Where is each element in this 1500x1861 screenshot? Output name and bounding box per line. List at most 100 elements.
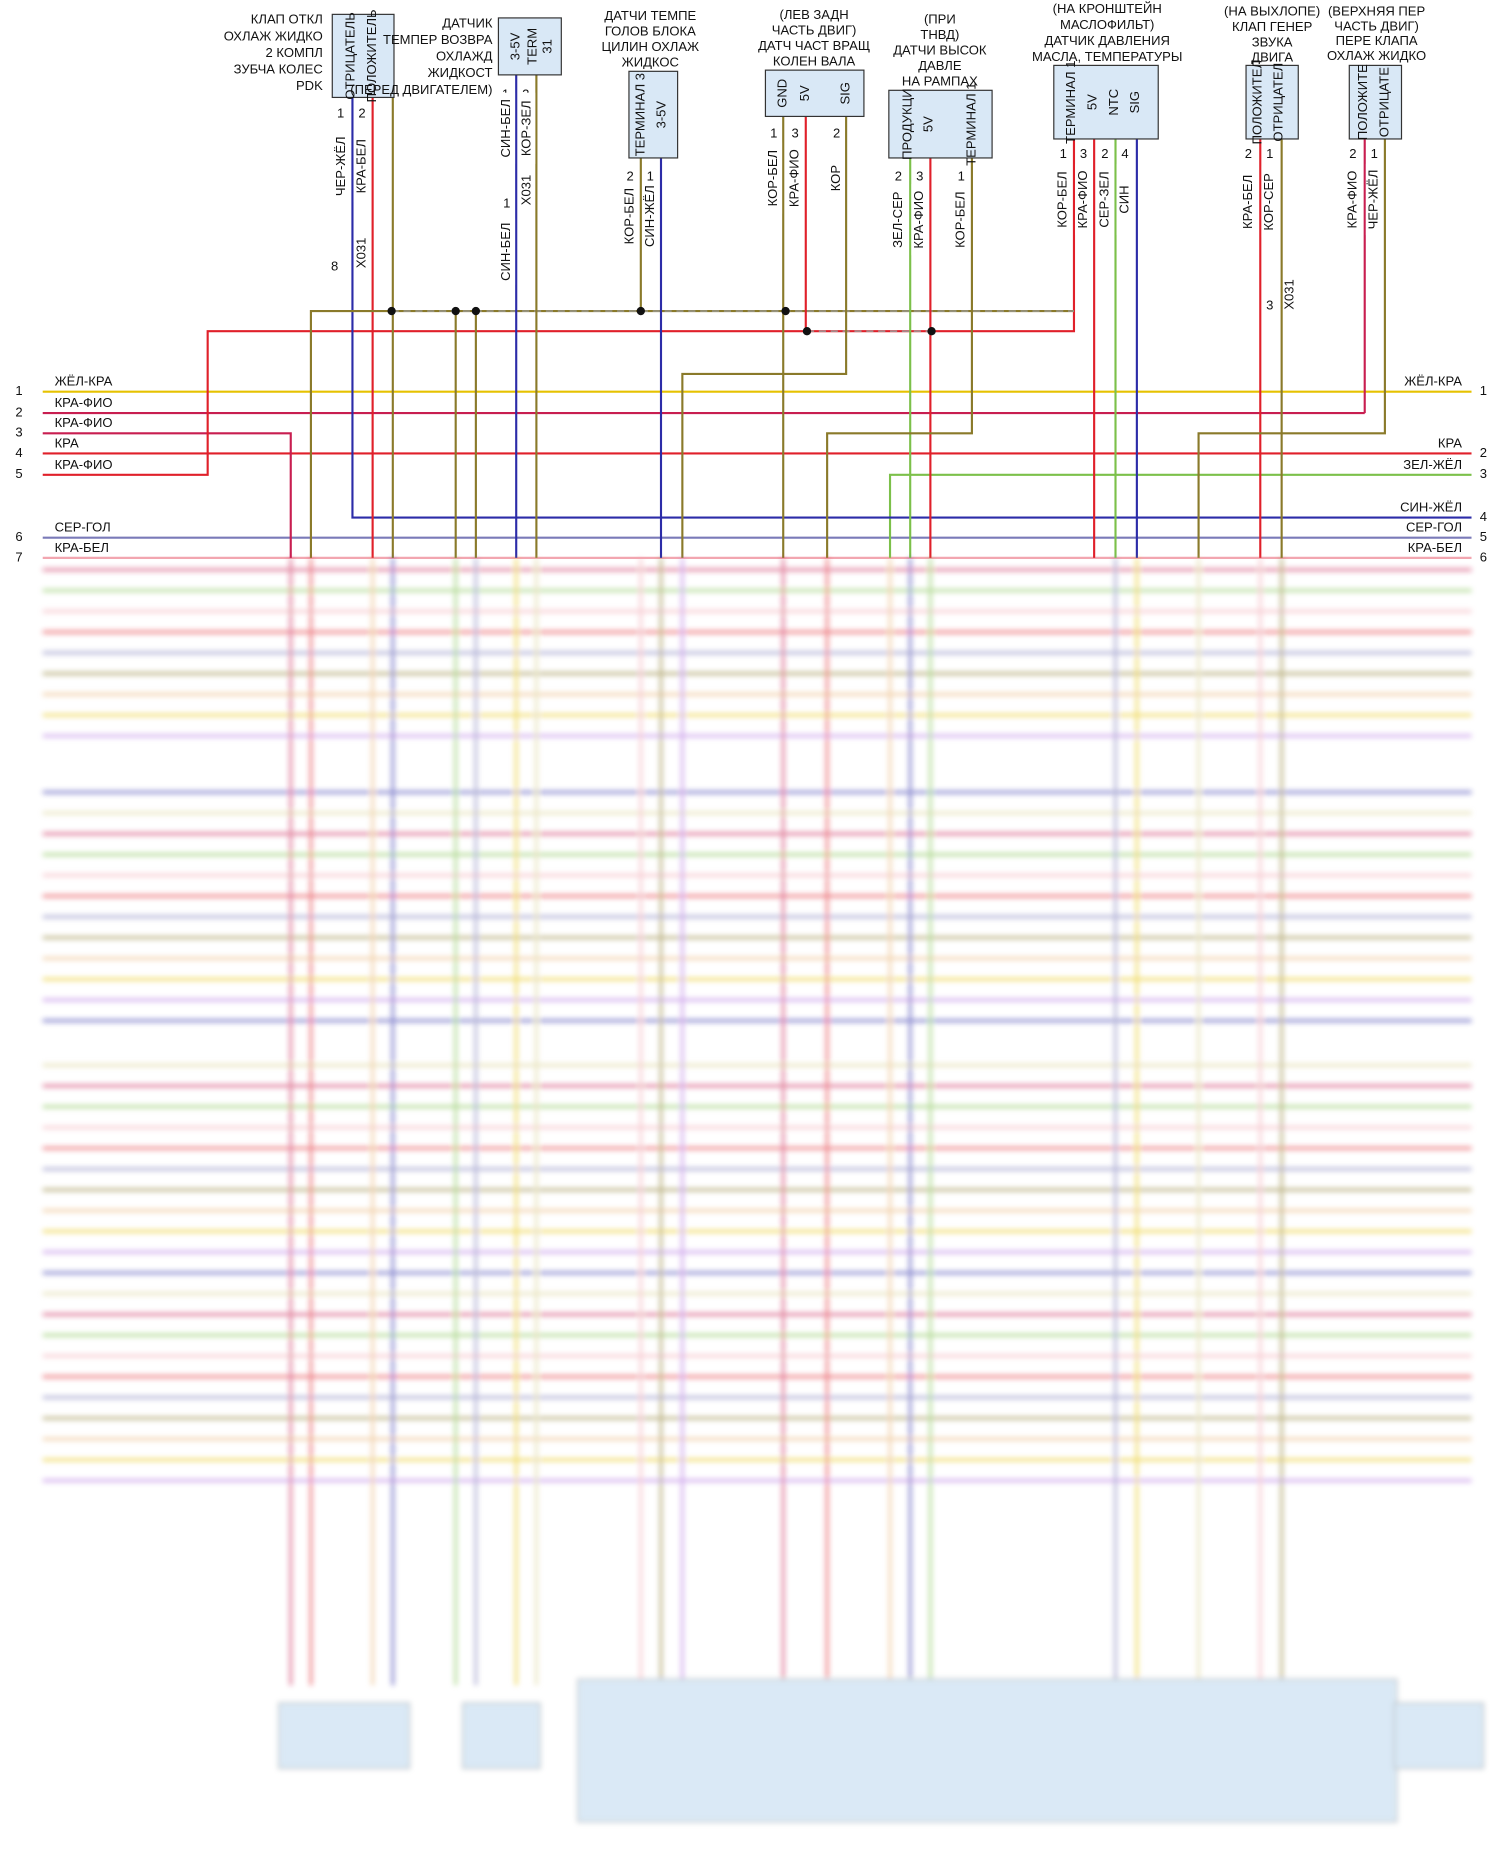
label-bg xyxy=(621,180,639,252)
bus-label: КРА xyxy=(55,435,79,450)
pin-name: ОТРИЦАТЕЛЬ xyxy=(343,12,358,99)
pin-name: ОТРИЦАТЕЛ xyxy=(1271,63,1286,142)
component-label: (НА ВЫХЛОПЕ) xyxy=(1224,3,1320,18)
component-label: ТНВД) xyxy=(920,27,959,42)
label-bg xyxy=(518,92,536,164)
label-bg xyxy=(786,142,804,214)
component-label: КЛАП ОТКЛ xyxy=(251,12,323,27)
label-bg xyxy=(1096,163,1114,236)
label-bg xyxy=(498,218,516,285)
label-bg xyxy=(1261,166,1279,238)
bus-number: 2 xyxy=(1480,445,1487,460)
bus-number: 5 xyxy=(1480,529,1487,544)
component-label: ДАТЧИК ДАВЛЕНИЯ xyxy=(1045,33,1170,48)
bus-label: КРА-БЕЛ xyxy=(55,540,109,555)
component-label: КОЛЕН ВАЛА xyxy=(773,53,856,68)
splice-dot xyxy=(387,306,396,316)
component-label: ПЕРЕ КЛАПА xyxy=(1336,33,1418,48)
label-bg xyxy=(1054,163,1072,236)
component-label: ЗВУКА xyxy=(1252,34,1293,49)
wire-color: СИН-БЕЛ xyxy=(498,222,513,280)
pin-name: ПРОДУКЦИ xyxy=(899,88,914,160)
splice-connector: X031 xyxy=(1281,279,1296,309)
wire xyxy=(351,97,1472,519)
label-bg xyxy=(498,92,516,164)
connector-box xyxy=(1348,64,1403,140)
splice-dot xyxy=(927,327,936,336)
label-bg xyxy=(1344,163,1362,236)
connector-box xyxy=(497,17,562,76)
component-label: (ЛЕВ ЗАДН xyxy=(779,7,848,22)
wire-color: КРА-БЕЛ xyxy=(1240,175,1255,229)
splice-dot xyxy=(636,306,645,316)
connector-box xyxy=(1053,64,1159,140)
wire-color: КРА-ФИО xyxy=(1075,171,1090,229)
component-label: ЦИЛИН ОХЛАЖ xyxy=(602,39,700,54)
wire-color: КРА-ФИО xyxy=(911,191,926,249)
pin-number: 2 xyxy=(1101,146,1108,161)
splice-pin: 1 xyxy=(503,196,510,211)
pin-number: 2 xyxy=(833,126,840,141)
connector-box xyxy=(888,89,993,159)
wire xyxy=(1197,138,1386,558)
bus-label: СЕР-ГОЛ xyxy=(1406,520,1462,535)
pin-number: 2 xyxy=(895,168,902,183)
component-label: ОХЛАЖ ЖИДКО xyxy=(1327,48,1426,63)
component-label: ГОЛОВ БЛОКА xyxy=(605,24,696,39)
wire xyxy=(826,157,973,558)
pin-number: 1 xyxy=(1371,146,1378,161)
pin-number: 3 xyxy=(916,168,923,183)
pin-name: GND xyxy=(775,79,790,108)
splice-dot xyxy=(451,306,460,316)
component-label: НА РАМПАХ xyxy=(902,73,978,88)
module-box xyxy=(1393,1702,1484,1769)
pin-name: ТЕРМИНАЛ 1 xyxy=(963,82,978,165)
pin-number: 1 xyxy=(647,168,654,183)
bus-number: 2 xyxy=(15,405,22,420)
wire-color: КОР-СЕР xyxy=(1261,173,1276,231)
splice-connector: X031 xyxy=(353,238,368,268)
bus-number: 4 xyxy=(15,445,22,460)
wire-color: ЧЕР-ЖЁЛ xyxy=(1366,170,1381,230)
component-label: ТЕМПЕР ВОЗВРА xyxy=(383,32,493,47)
bus-number: 1 xyxy=(15,383,22,398)
splice-pin: 3 xyxy=(1266,298,1273,313)
pin-name: 3-5V xyxy=(508,32,523,60)
pin-name: 5V xyxy=(921,116,936,132)
wire-color: КРА-БЕЛ xyxy=(353,139,368,193)
component-label: ДАТЧИ ТЕМПЕ xyxy=(604,8,696,23)
component-label: ДАТЧ ЧАСТ ВРАЩ xyxy=(758,38,870,53)
module-box xyxy=(278,1702,411,1769)
component-label: ДВИГА xyxy=(1251,50,1293,65)
pin-number: 1 xyxy=(958,168,965,183)
bus-number: 6 xyxy=(1480,549,1487,564)
bus-label: СЕР-ГОЛ xyxy=(55,520,111,535)
wire-color: КОР-БЕЛ xyxy=(1055,171,1070,227)
wire-color: КОР-БЕЛ xyxy=(953,191,968,247)
wire-color: СЕР-ЗЕЛ xyxy=(1096,171,1111,227)
pin-number: 2 xyxy=(627,168,634,183)
connector-box xyxy=(628,70,679,159)
bus-number: 1 xyxy=(1480,383,1487,398)
pin-number: 2 xyxy=(1245,146,1252,161)
splice-dot xyxy=(781,306,790,316)
pin-name: 31 xyxy=(540,39,555,54)
pin-number: 2 xyxy=(358,105,365,120)
wire-color: ЧЕР-ЖЁЛ xyxy=(333,136,348,196)
component-label: КЛАП ГЕНЕР xyxy=(1232,19,1313,34)
label-bg xyxy=(911,184,929,256)
label-bg xyxy=(1240,166,1257,238)
pin-name: ПОЛОЖИТЕ xyxy=(1355,64,1370,140)
component-label: ДАТЧИ ВЫСОК xyxy=(893,43,987,58)
splice-dot xyxy=(471,306,481,316)
pin-name: TERM xyxy=(524,28,539,65)
component-label: ОХЛАЖД xyxy=(436,49,493,64)
component-label: (НА КРОНШТЕЙН xyxy=(1053,1,1162,16)
label-bg xyxy=(642,180,659,252)
pin-name: 3-5V xyxy=(654,101,669,129)
bus-label: КРА-ФИО xyxy=(55,457,113,472)
wire xyxy=(42,432,292,558)
bus-label: КРА-ФИО xyxy=(55,395,113,410)
